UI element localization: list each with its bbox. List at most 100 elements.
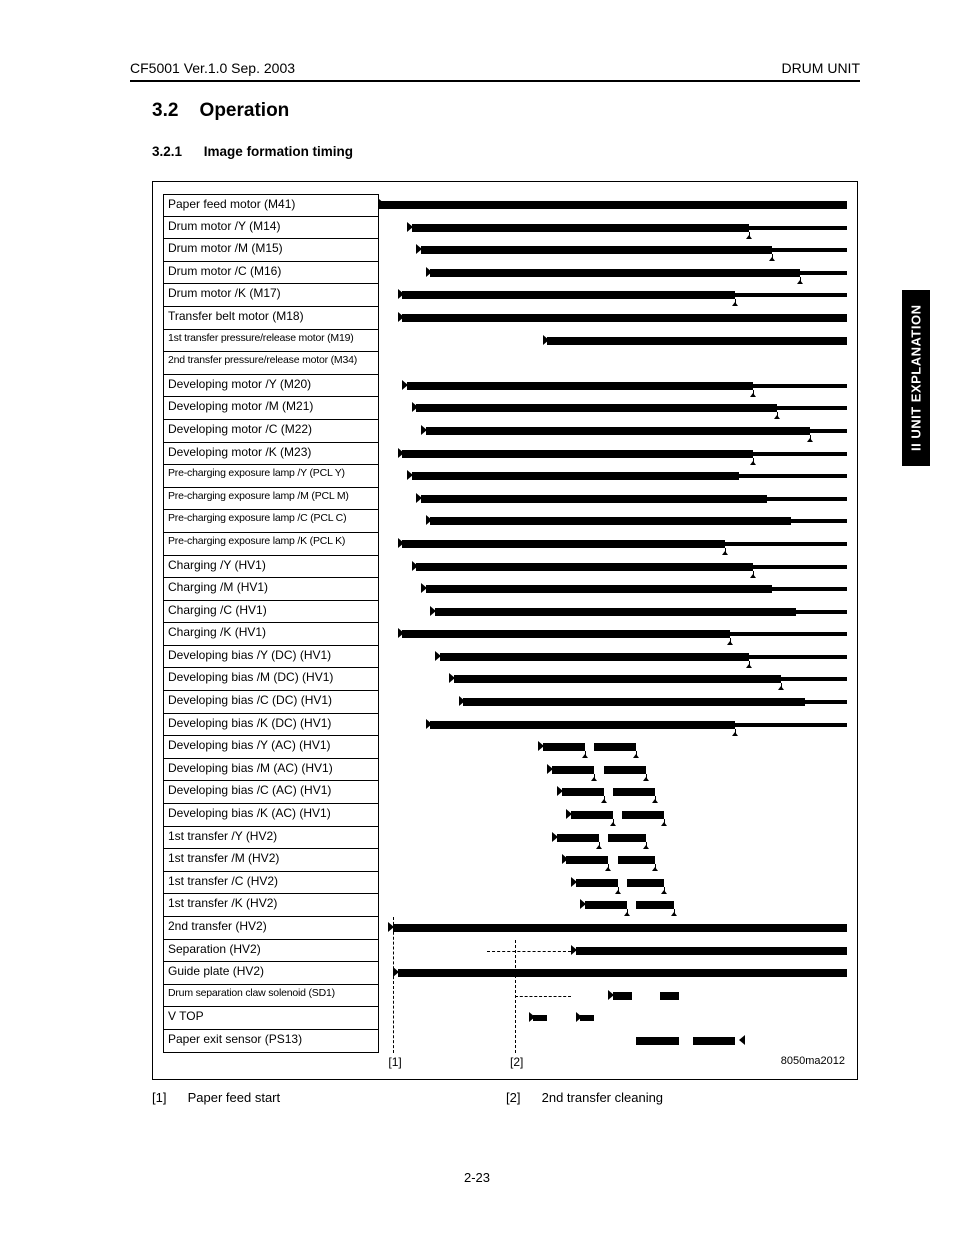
arrow-right-icon [407,222,413,232]
table-row: Pre-charging exposure lamp /K (PCL K) [163,533,847,556]
row-bar [379,284,847,307]
row-label: Charging /Y (HV1) [163,556,379,579]
timing-segment [608,834,645,842]
figure-id: 8050ma2012 [781,1055,845,1067]
arrow-right-icon [538,741,544,751]
tick-head-icon [774,415,780,419]
timing-chart: Paper feed motor (M41)Drum motor /Y (M14… [152,181,858,1080]
table-row: Drum motor /C (M16) [163,262,847,285]
arrow-right-icon [388,922,394,932]
section-number: 3.2 [152,100,178,121]
row-bar [379,736,847,759]
timing-segment [753,384,847,388]
row-label: Pre-charging exposure lamp /K (PCL K) [163,533,379,556]
table-row: Paper feed motor (M41) [163,194,847,217]
arrow-right-icon [580,899,586,909]
row-label: Drum motor /C (M16) [163,262,379,285]
table-row: Developing bias /C (DC) (HV1) [163,691,847,714]
timing-segment [622,811,664,819]
arrow-right-icon [566,809,572,819]
row-label: 1st transfer /M (HV2) [163,849,379,872]
row-bar [379,352,847,375]
timing-segment [749,226,847,230]
row-label: Charging /K (HV1) [163,623,379,646]
timing-segment [533,1015,547,1021]
timing-segment [753,565,847,569]
timing-segment [585,901,627,909]
row-bar [379,985,847,1008]
arrow-right-icon [557,786,563,796]
row-bar [379,420,847,443]
tick-head-icon [722,551,728,555]
arrow-right-icon [402,380,408,390]
timing-segment [810,429,847,433]
timing-segment [430,269,800,277]
row-label: Pre-charging exposure lamp /M (PCL M) [163,488,379,511]
arrow-right-icon [416,244,422,254]
table-row: Guide plate (HV2) [163,962,847,985]
row-bar [379,714,847,737]
arrow-right-icon [398,628,404,638]
arrow-right-icon [407,470,413,480]
arrow-right-icon [529,1012,535,1022]
row-bar [379,940,847,963]
row-bar [379,804,847,827]
row-label: Developing bias /C (AC) (HV1) [163,781,379,804]
row-label: Developing motor /Y (M20) [163,375,379,398]
axis-marker-2: [2] [510,1055,523,1069]
timing-segment [402,314,847,322]
row-label: V TOP [163,1007,379,1030]
arrow-right-icon [562,854,568,864]
arrow-right-icon [543,335,549,345]
table-row: Drum motor /M (M15) [163,239,847,262]
timing-segment [613,992,632,1000]
legend-item-2: [2] 2nd transfer cleaning [506,1090,860,1105]
arrow-right-icon [412,402,418,412]
tick-head-icon [750,393,756,397]
tick-head-icon [750,574,756,578]
row-label: Separation (HV2) [163,940,379,963]
table-row: Developing bias /M (AC) (HV1) [163,759,847,782]
tick-head-icon [661,822,667,826]
row-bar [379,646,847,669]
row-label: Charging /C (HV1) [163,601,379,624]
arrow-right-icon [426,515,432,525]
row-bar [379,307,847,330]
timing-segment [580,1015,594,1021]
row-bar [379,488,847,511]
tick-head-icon [643,845,649,849]
timing-segment [576,947,847,955]
section-name: Operation [200,100,290,121]
timing-segment [416,563,753,571]
table-row: Drum motor /K (M17) [163,284,847,307]
arrow-right-icon [398,312,404,322]
timing-segment [805,700,847,704]
row-label: 1st transfer pressure/release motor (M19… [163,330,379,353]
timing-segment [781,677,847,681]
tick-head-icon [643,777,649,781]
table-row: V TOP [163,1007,847,1030]
table-row: Charging /Y (HV1) [163,556,847,579]
tick-head-icon [732,302,738,306]
timing-segment [412,472,740,480]
timing-segment [777,406,847,410]
tick-head-icon [732,732,738,736]
legend-idx-2: [2] [506,1090,538,1105]
timing-segment [393,924,847,932]
timing-segment [407,382,753,390]
row-label: Pre-charging exposure lamp /C (PCL C) [163,510,379,533]
row-label: Developing bias /M (AC) (HV1) [163,759,379,782]
legend-text-2: 2nd transfer cleaning [542,1090,663,1105]
axis-labels: [1] [2] 8050ma2012 [163,1055,847,1071]
row-label: Paper feed motor (M41) [163,194,379,217]
row-label: Developing motor /K (M23) [163,443,379,466]
row-bar [379,239,847,262]
side-tab: II UNIT EXPLANATION [902,290,930,466]
row-label: Drum motor /Y (M14) [163,217,379,240]
row-bar [379,465,847,488]
row-bar [379,872,847,895]
table-row: Transfer belt motor (M18) [163,307,847,330]
row-bar [379,668,847,691]
timing-segment [421,246,772,254]
timing-segment [767,497,847,501]
